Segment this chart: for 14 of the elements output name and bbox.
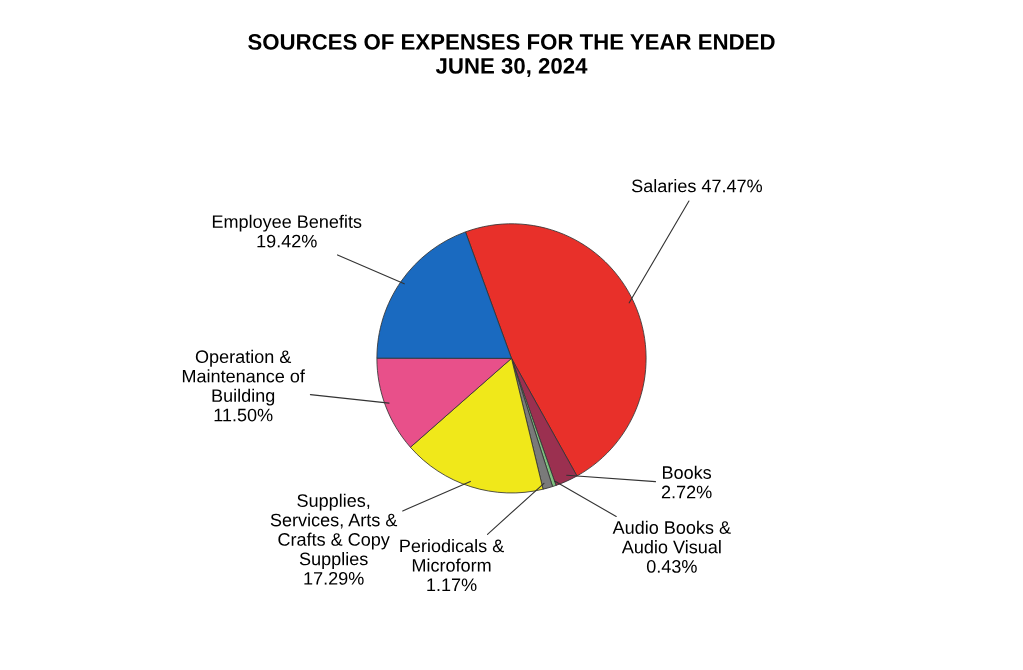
slice-label: Supplies, Services, Arts & Crafts & Copy Supplies — [270, 493, 398, 569]
data-label: 11.50% — [214, 408, 273, 422]
data-label: 1.17% — [427, 578, 477, 592]
data-label: 19.42% — [257, 234, 317, 248]
slice-label: Audio Books & Audio Visual — [612, 520, 731, 554]
chart-title: SOURCES OF EXPENSES FOR THE YEAR ENDED JUNE 30, 2024 — [248, 34, 775, 77]
data-label: 17.29% — [304, 571, 364, 585]
slice-label: Periodicals & Microform — [400, 539, 504, 572]
data-label: 2.72% — [661, 485, 712, 499]
slice-label: Employee Benefits — [212, 214, 362, 232]
slice-label: Operation & Maintenance of Building — [182, 349, 305, 406]
slice-label: Salaries 47.47% — [631, 179, 763, 193]
data-label: 0.43% — [646, 560, 697, 573]
slice-label: Books — [663, 465, 712, 479]
